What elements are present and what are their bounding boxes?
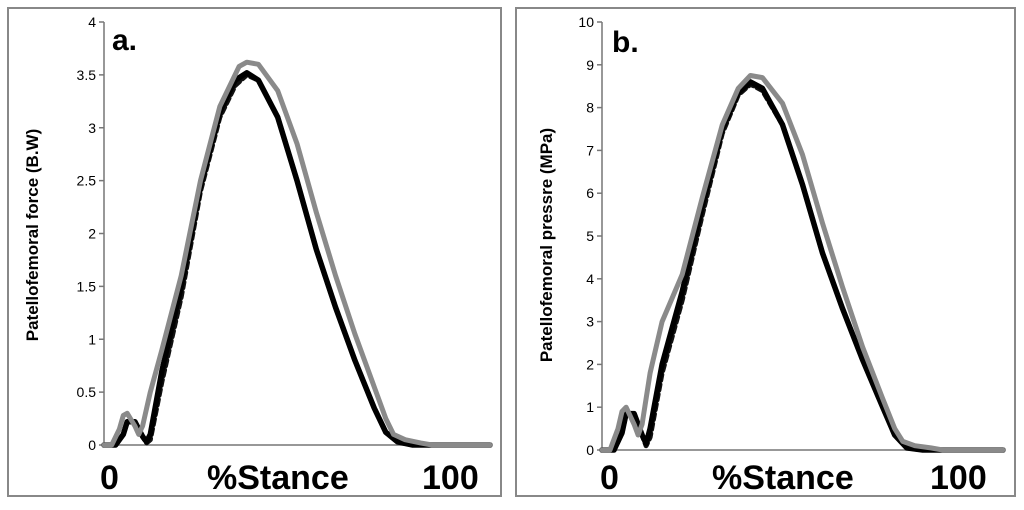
y-tick-label: 9 [586, 57, 594, 73]
panel-a: Patellofemoral force (B.W) 0 0.5 1 1.5 2 2.5 3… [7, 7, 502, 497]
panel-a-x-tick-label-100: 100 [422, 459, 479, 497]
panel-a-series [101, 59, 493, 448]
panel-b-letter: b. [612, 26, 639, 59]
y-tick-label: 0.5 [77, 384, 97, 400]
panel-b-x-tick-label-0: 0 [600, 459, 619, 497]
y-tick-label: 1 [586, 399, 594, 415]
y-tick-label: 3.5 [77, 67, 97, 83]
panel-b-series [599, 73, 1006, 453]
y-tick-label: 2 [586, 356, 594, 372]
panel-a-x-axis-title: %Stance [207, 459, 349, 497]
y-tick-label: 2.5 [77, 173, 97, 189]
panel-a-x-tick-label-0: 0 [100, 459, 119, 497]
y-tick-label: 10 [578, 14, 594, 30]
panel-b-x-axis-title: %Stance [712, 459, 854, 497]
y-tick-label: 4 [586, 271, 594, 287]
y-tick-label: 0 [586, 442, 594, 458]
panel-b-x-tick-label-100: 100 [930, 459, 987, 497]
panel-a-y-ticks: 0 0.5 1 1.5 2 2.5 3 3.5 4 [77, 14, 104, 453]
series-line-3 [599, 73, 1006, 453]
y-tick-label: 2 [88, 226, 96, 242]
panel-b-y-axis-label: Patellofemoral pressre (MPa) [537, 128, 556, 362]
y-tick-label: 3 [88, 120, 96, 136]
panel-a-letter: a. [112, 24, 137, 57]
y-tick-label: 1.5 [77, 278, 97, 294]
y-tick-label: 5 [586, 228, 594, 244]
panel-a-frame [7, 7, 502, 497]
y-tick-label: 6 [586, 185, 594, 201]
y-tick-label: 4 [88, 14, 96, 30]
panel-b: Patellofemoral pressre (MPa) 0 1 2 3 4 5 6 7 8 9 1… [515, 7, 1016, 497]
y-tick-label: 3 [586, 314, 594, 330]
y-tick-label: 7 [586, 142, 594, 158]
y-tick-label: 0 [88, 437, 96, 453]
y-tick-label: 1 [88, 331, 96, 347]
panel-b-y-ticks: 0 1 2 3 4 5 6 7 8 9 10 [578, 14, 602, 458]
series-line-3 [101, 59, 493, 448]
y-tick-label: 8 [586, 100, 594, 116]
panel-a-y-axis-label: Patellofemoral force (B.W) [23, 129, 42, 342]
